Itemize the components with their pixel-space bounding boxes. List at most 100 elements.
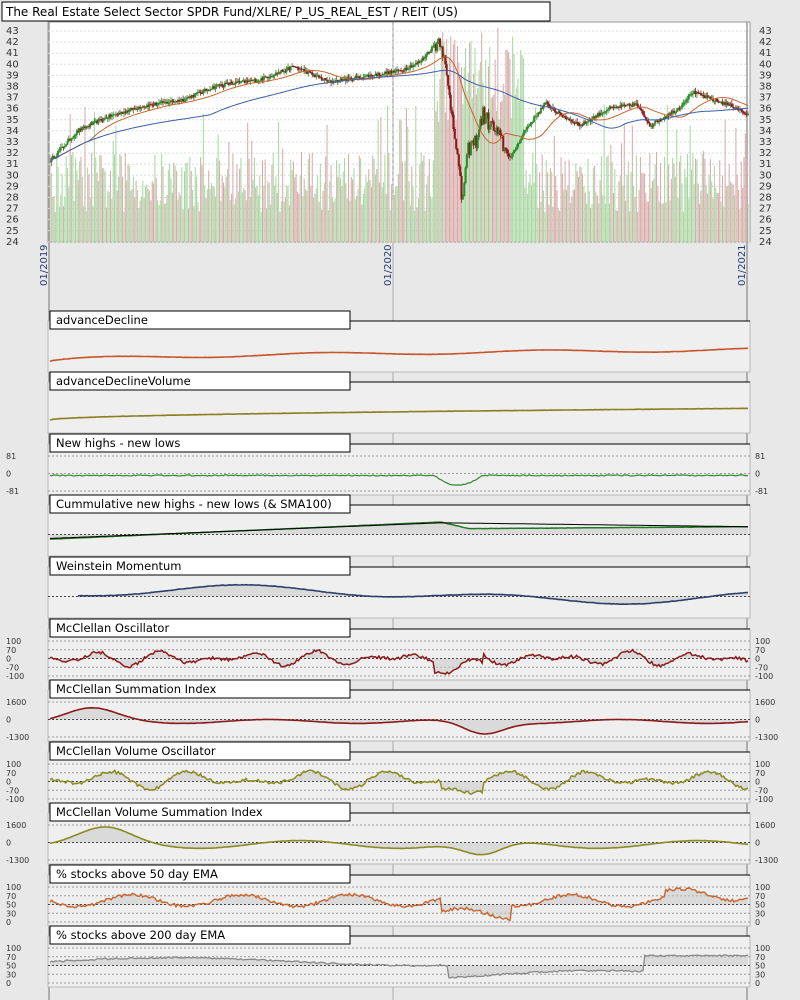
candle-body [110,115,113,117]
volume-bar [131,189,133,242]
volume-bar [533,182,535,242]
candle-body [92,121,95,125]
candle-body [161,101,164,103]
volume-bar [439,78,441,243]
volume-bar [711,181,713,242]
volume-bar [603,104,605,243]
candle-body [437,38,440,43]
price-tick-right: 39 [759,70,772,81]
volume-bar [561,173,563,242]
candle-body [703,95,706,99]
price-tick-right: 28 [759,193,772,204]
volume-bar [731,183,733,242]
candle-body [568,118,571,121]
volume-bar [696,159,698,242]
volume-bar [666,105,668,242]
candle-body [725,102,728,105]
volume-bar [318,201,320,242]
candle-body [734,107,737,109]
indicator-label: McClellan Oscillator [56,621,169,635]
volume-bar [170,178,172,242]
candle-body [452,114,455,129]
candle-body [171,100,174,102]
volume-bar [240,157,242,242]
candle-body [270,76,273,78]
volume-bar [553,135,555,242]
volume-bar [532,152,534,242]
volume-bar [641,172,643,242]
candle-body [374,74,377,76]
indicator-axis-label-right: 70 [755,892,765,901]
volume-bar [676,129,678,242]
candle-body [223,82,226,87]
candle-body [132,108,135,110]
candle-body [221,84,224,87]
volume-bar [615,210,617,242]
volume-bar [210,182,212,242]
candle-body [689,94,692,96]
candle-body [53,156,56,159]
volume-bar [372,155,374,242]
volume-bar [639,157,641,242]
candle-body [574,121,577,124]
volume-bar [489,46,491,242]
volume-bar [686,153,688,242]
indicator-axis-label-right: 100 [755,883,770,892]
candle-body [253,79,256,81]
volume-bar [178,192,180,242]
volume-bar [622,185,624,242]
candle-body [500,135,503,137]
price-tick-left: 31 [6,159,19,170]
volume-bar [255,187,257,242]
candle-body [473,135,476,146]
volume-bar [736,174,738,242]
candle-body [414,62,417,65]
volume-bar [267,180,269,242]
candle-body [166,101,169,104]
candle-body [291,65,294,67]
candle-body [648,123,651,127]
indicator-axis-label: 100 [6,637,21,646]
volume-bar [452,44,454,243]
volume-bar [569,203,571,242]
candle-body [210,88,213,90]
volume-bar [556,190,558,242]
candle-body [561,115,564,118]
volume-bar [333,202,335,242]
volume-bar [49,154,51,242]
volume-bar [261,160,263,242]
volume-bar [295,174,297,242]
volume-bar [387,105,389,242]
candle-body [451,110,454,115]
volume-bar [280,201,282,242]
volume-bar [723,206,725,242]
candle-body [66,140,69,145]
indicator-label: Cummulative new highs - new lows (& SMA1… [56,497,332,511]
volume-bar [327,210,329,242]
candle-body [176,100,179,102]
candle-body [156,104,159,106]
volume-bar [342,171,344,242]
volume-bar [143,198,145,242]
volume-bar [560,156,562,242]
candle-body [487,112,490,130]
candle-body [491,121,494,123]
indicator-axis-label: 100 [6,760,21,769]
volume-bar [138,207,140,242]
volume-bar [123,211,125,242]
candle-body [237,81,240,83]
candle-body [198,91,201,93]
candle-body [728,104,731,106]
candle-body [175,101,178,103]
candle-body [102,117,105,121]
volume-bar [111,198,113,242]
volume-bar [284,197,286,242]
price-tick-right: 40 [759,59,772,70]
volume-bar [163,203,165,242]
volume-bar [525,170,527,242]
volume-bar [161,153,163,242]
volume-bar [167,169,169,242]
volume-bar [252,179,254,242]
candle-body [278,72,281,74]
volume-bar [643,173,645,242]
